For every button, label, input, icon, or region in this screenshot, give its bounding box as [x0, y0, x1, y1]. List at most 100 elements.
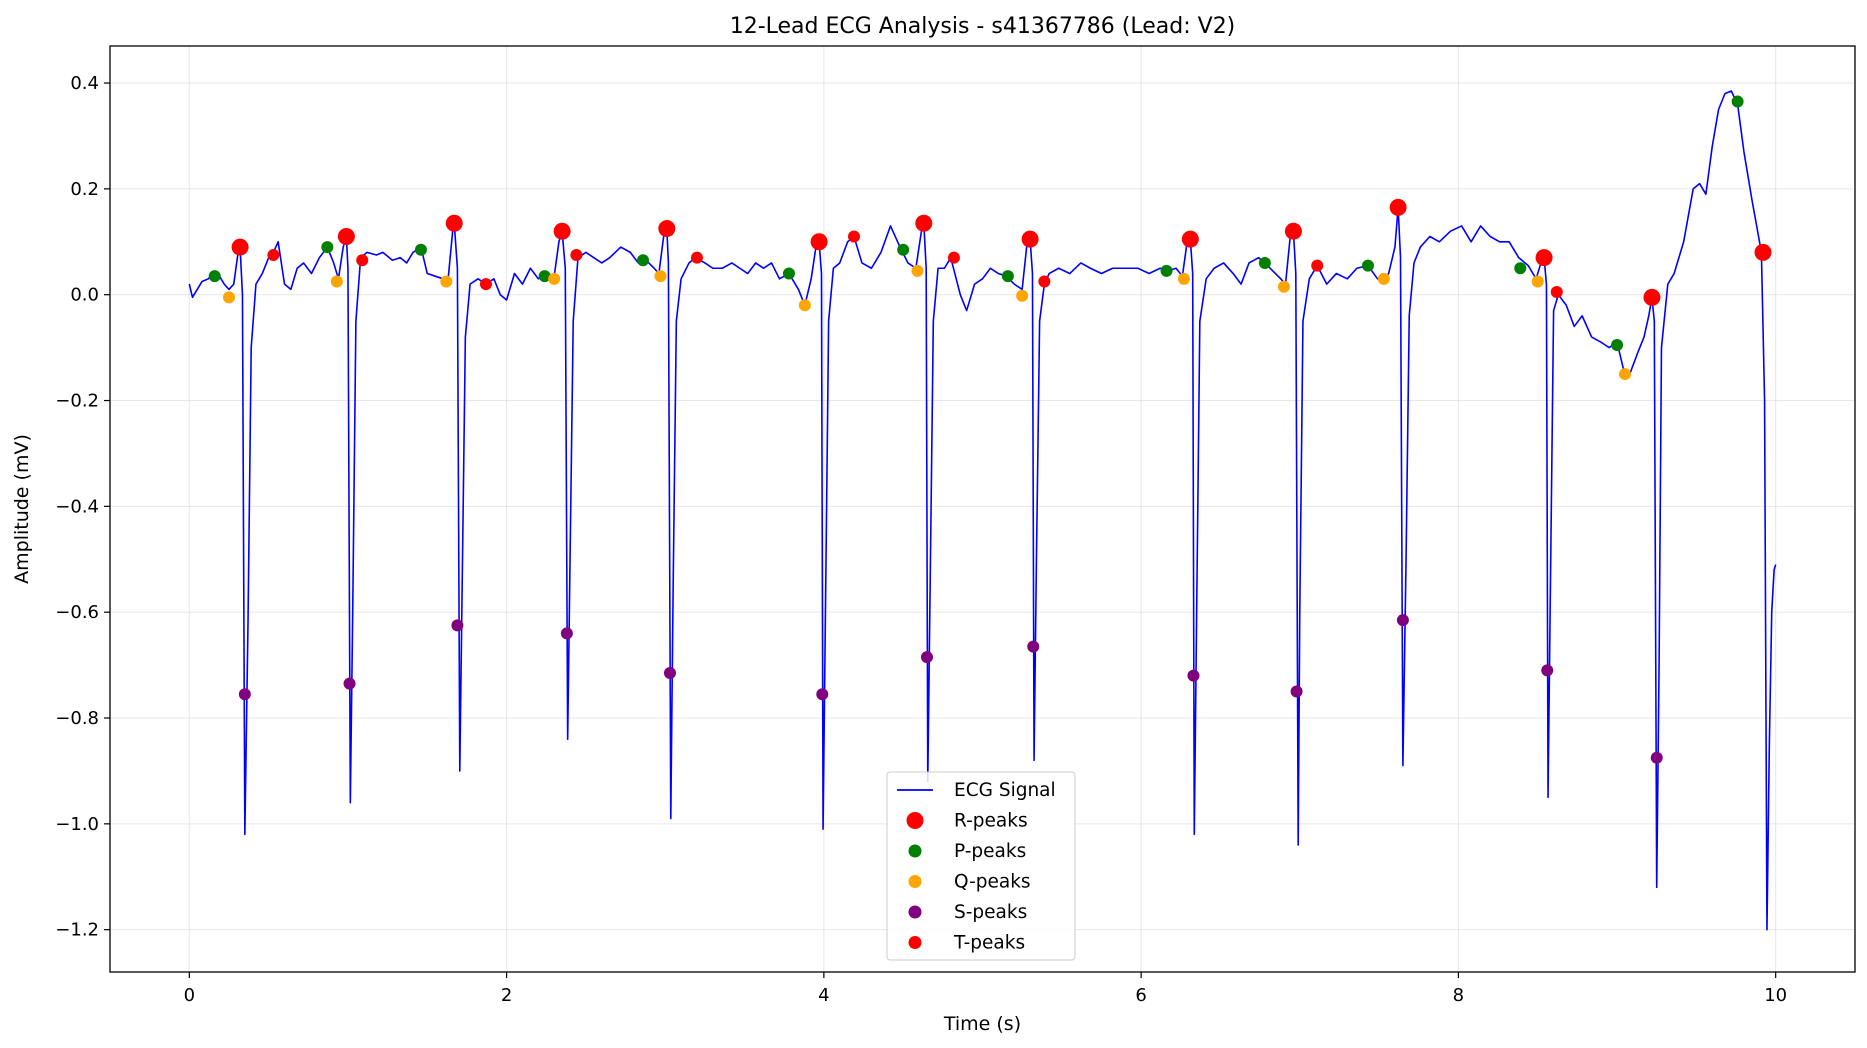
y-tick-label: 0.0: [70, 285, 99, 306]
q-peak-marker: [330, 275, 343, 288]
y-tick-label: −1.0: [55, 814, 99, 835]
q-peak-marker: [440, 275, 453, 288]
q-peak-marker: [798, 299, 811, 312]
legend-marker-swatch: [908, 905, 922, 919]
p-peak-marker: [321, 241, 334, 254]
p-peak-marker: [1361, 259, 1374, 272]
r-peak-marker: [445, 214, 463, 232]
legend: ECG Signal R-peaks P-peaks Q-peaks S-peaks T-…: [886, 771, 1076, 961]
p-peak-marker: [897, 243, 910, 256]
q-peak-marker: [1531, 275, 1544, 288]
x-tick-label: 10: [1764, 985, 1787, 1006]
x-tick-label: 6: [1135, 985, 1146, 1006]
x-tick-label: 8: [1453, 985, 1464, 1006]
r-peak-marker: [553, 222, 571, 240]
legend-label: R-peaks: [954, 811, 1028, 832]
y-tick-label: −1.2: [55, 920, 99, 941]
t-peak-marker: [947, 251, 960, 264]
t-peak-marker: [356, 254, 369, 267]
y-tick-label: 0.2: [70, 179, 99, 200]
q-peak-marker: [1016, 289, 1029, 302]
t-peak-marker: [848, 230, 861, 243]
s-peak-marker: [663, 667, 676, 680]
s-peak-marker: [451, 619, 464, 632]
q-peak-marker: [1277, 280, 1290, 293]
p-peak-marker: [1160, 264, 1173, 277]
t-peak-marker: [1550, 286, 1563, 299]
y-axis-label: Amplitude (mV): [11, 434, 33, 584]
s-peak-marker: [920, 651, 933, 664]
p-peak-marker: [1514, 262, 1527, 275]
r-peak-marker: [658, 220, 676, 238]
legend-marker-swatch: [908, 844, 922, 858]
s-peak-marker: [1396, 614, 1409, 627]
r-peak-marker: [1754, 243, 1772, 261]
p-peak-marker: [637, 254, 650, 267]
q-peak-marker: [1177, 272, 1190, 285]
legend-label: T-peaks: [953, 933, 1025, 954]
y-tick-label: −0.8: [55, 708, 99, 729]
r-peak-marker: [1535, 249, 1553, 267]
t-peak-marker: [267, 249, 280, 262]
x-tick-label: 2: [501, 985, 512, 1006]
legend-marker-swatch: [906, 812, 924, 829]
peaks-layer: [208, 95, 1772, 764]
t-peak-marker: [1311, 259, 1324, 272]
legend-label: ECG Signal: [954, 780, 1056, 801]
q-peak-marker: [222, 291, 235, 304]
r-peak-marker: [1181, 230, 1199, 248]
axis-ticks: 0 2 4 6 8 10 0.4 0.2 0.0 −0.2 −0.4 −0.6 −0.8 −1.0 −1.2: [55, 73, 1787, 1006]
legend-label: P-peaks: [954, 841, 1026, 862]
t-peak-marker: [479, 278, 492, 291]
s-peak-marker: [1187, 669, 1200, 682]
q-peak-marker: [1377, 272, 1390, 285]
s-peak-marker: [238, 688, 251, 701]
r-peak-marker: [337, 227, 355, 245]
s-peak-marker: [1541, 664, 1554, 677]
s-peak-marker: [560, 627, 573, 640]
p-peak-marker: [782, 267, 795, 280]
p-peak-marker: [1731, 95, 1744, 108]
s-peak-marker: [1650, 751, 1663, 764]
x-tick-label: 4: [818, 985, 829, 1006]
legend-box: [886, 771, 1076, 961]
plot-frame: [109, 45, 1856, 973]
p-peak-marker: [1001, 270, 1014, 283]
x-axis-label: Time (s): [943, 1013, 1021, 1035]
s-peak-marker: [1290, 685, 1303, 698]
r-peak-marker: [1284, 222, 1302, 240]
y-tick-label: −0.2: [55, 391, 99, 412]
r-peak-marker: [1643, 288, 1661, 306]
s-peak-marker: [816, 688, 829, 701]
r-peak-marker: [915, 214, 933, 232]
p-peak-marker: [1258, 256, 1271, 269]
p-peak-marker: [1611, 338, 1624, 351]
p-peak-marker: [208, 270, 221, 283]
chart-title: 12-Lead ECG Analysis - s41367786 (Lead: …: [730, 14, 1236, 39]
y-tick-label: −0.6: [55, 602, 99, 623]
s-peak-marker: [343, 677, 356, 690]
q-peak-marker: [548, 272, 561, 285]
p-peak-marker: [538, 270, 551, 283]
q-peak-marker: [911, 264, 924, 277]
t-peak-marker: [570, 249, 583, 262]
t-peak-marker: [1038, 275, 1051, 288]
r-peak-marker: [810, 233, 828, 251]
legend-label: S-peaks: [954, 902, 1027, 923]
r-peak-marker: [231, 238, 249, 256]
s-peak-marker: [1027, 640, 1040, 653]
legend-marker-swatch: [908, 875, 922, 888]
t-peak-marker: [690, 251, 703, 264]
q-peak-marker: [654, 270, 667, 283]
r-peak-marker: [1389, 198, 1407, 216]
r-peak-marker: [1021, 230, 1039, 248]
q-peak-marker: [1618, 368, 1631, 381]
y-tick-label: 0.4: [70, 73, 99, 94]
legend-label: Q-peaks: [954, 872, 1031, 893]
x-tick-label: 0: [184, 985, 195, 1006]
p-peak-marker: [414, 243, 427, 256]
legend-marker-swatch: [908, 936, 922, 949]
y-tick-label: −0.4: [55, 496, 99, 517]
